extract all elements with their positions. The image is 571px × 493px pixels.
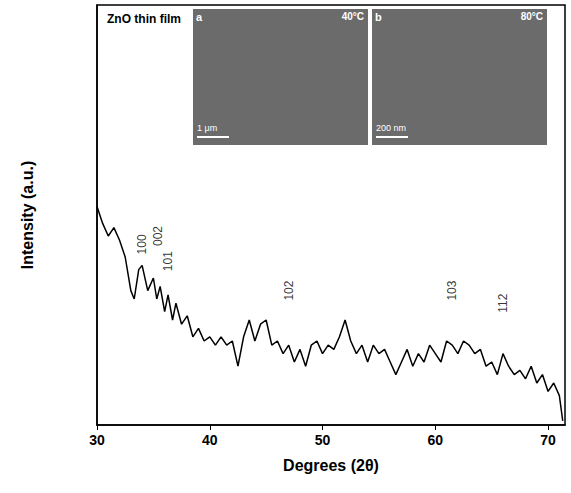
svg-text:b: b xyxy=(375,11,382,23)
svg-text:70: 70 xyxy=(540,432,556,448)
svg-text:1 μm: 1 μm xyxy=(197,123,217,133)
svg-text:100: 100 xyxy=(135,234,149,254)
svg-text:ZnO thin film: ZnO thin film xyxy=(107,12,181,26)
svg-text:102: 102 xyxy=(282,280,296,300)
svg-text:002: 002 xyxy=(151,226,165,246)
svg-text:200 nm: 200 nm xyxy=(376,123,406,133)
svg-text:a: a xyxy=(196,11,203,23)
svg-text:101: 101 xyxy=(161,251,175,271)
svg-text:103: 103 xyxy=(445,280,459,300)
svg-text:80°C: 80°C xyxy=(521,11,543,22)
svg-text:40°C: 40°C xyxy=(342,11,364,22)
svg-text:40: 40 xyxy=(202,432,218,448)
svg-text:30: 30 xyxy=(89,432,105,448)
svg-text:Intensity (a.u.): Intensity (a.u.) xyxy=(19,161,36,269)
svg-text:60: 60 xyxy=(428,432,444,448)
svg-text:50: 50 xyxy=(315,432,331,448)
svg-text:Degrees (2θ): Degrees (2θ) xyxy=(283,457,379,474)
svg-text:112: 112 xyxy=(496,293,510,312)
